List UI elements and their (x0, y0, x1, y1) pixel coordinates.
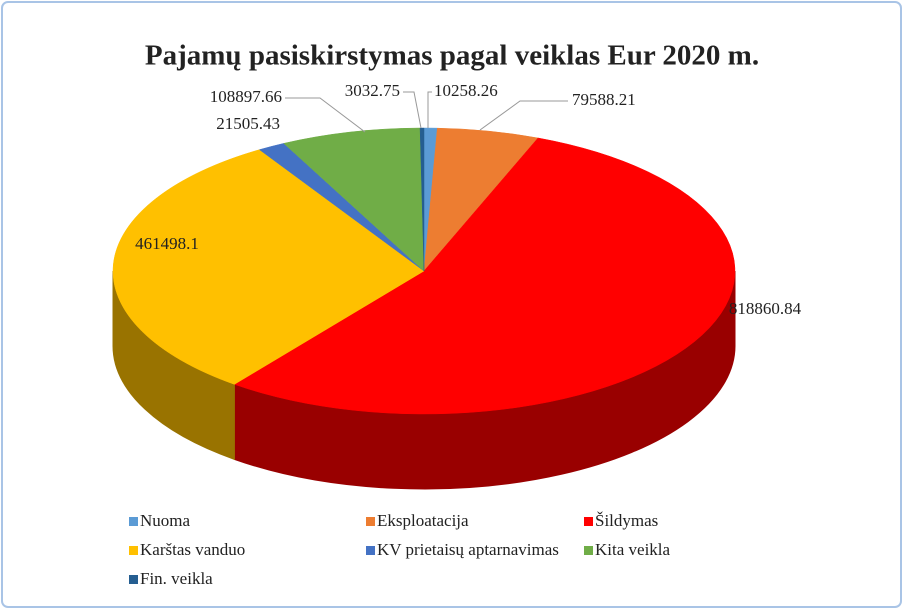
chart-title: Pajamų pasiskirstymas pagal veiklas Eur … (145, 40, 759, 72)
legend-label: Nuoma (140, 511, 191, 530)
legend-label: Eksploatacija (377, 511, 469, 530)
legend-label: Kita veikla (595, 540, 671, 559)
legend-swatch (584, 546, 593, 555)
slice (233, 137, 736, 415)
slice (112, 149, 425, 385)
data-label: 79588.21 (572, 90, 636, 109)
legend-label: KV prietaisų aptarnavimas (377, 540, 559, 559)
leader-line (427, 91, 432, 128)
legend-label: Karštas vanduo (140, 540, 245, 559)
legend-swatch (129, 575, 138, 584)
data-label: 21505.43 (216, 114, 280, 133)
legend-label: Fin. veikla (140, 569, 213, 588)
data-label: 461498.1 (135, 234, 199, 253)
data-label: 108897.66 (210, 87, 282, 106)
leader-line (479, 100, 568, 131)
legend-swatch (366, 546, 375, 555)
legend-swatch (129, 546, 138, 555)
leader-line (403, 91, 422, 129)
data-label: 818860.84 (729, 299, 802, 318)
legend-swatch (584, 517, 593, 526)
legend-swatch (366, 517, 375, 526)
legend-swatch (129, 517, 138, 526)
slice (419, 127, 425, 272)
slice (283, 127, 425, 272)
legend-label: Šildymas (595, 511, 658, 530)
data-label: 3032.75 (345, 81, 400, 100)
leader-line (285, 97, 366, 133)
data-label: 10258.26 (434, 81, 498, 100)
